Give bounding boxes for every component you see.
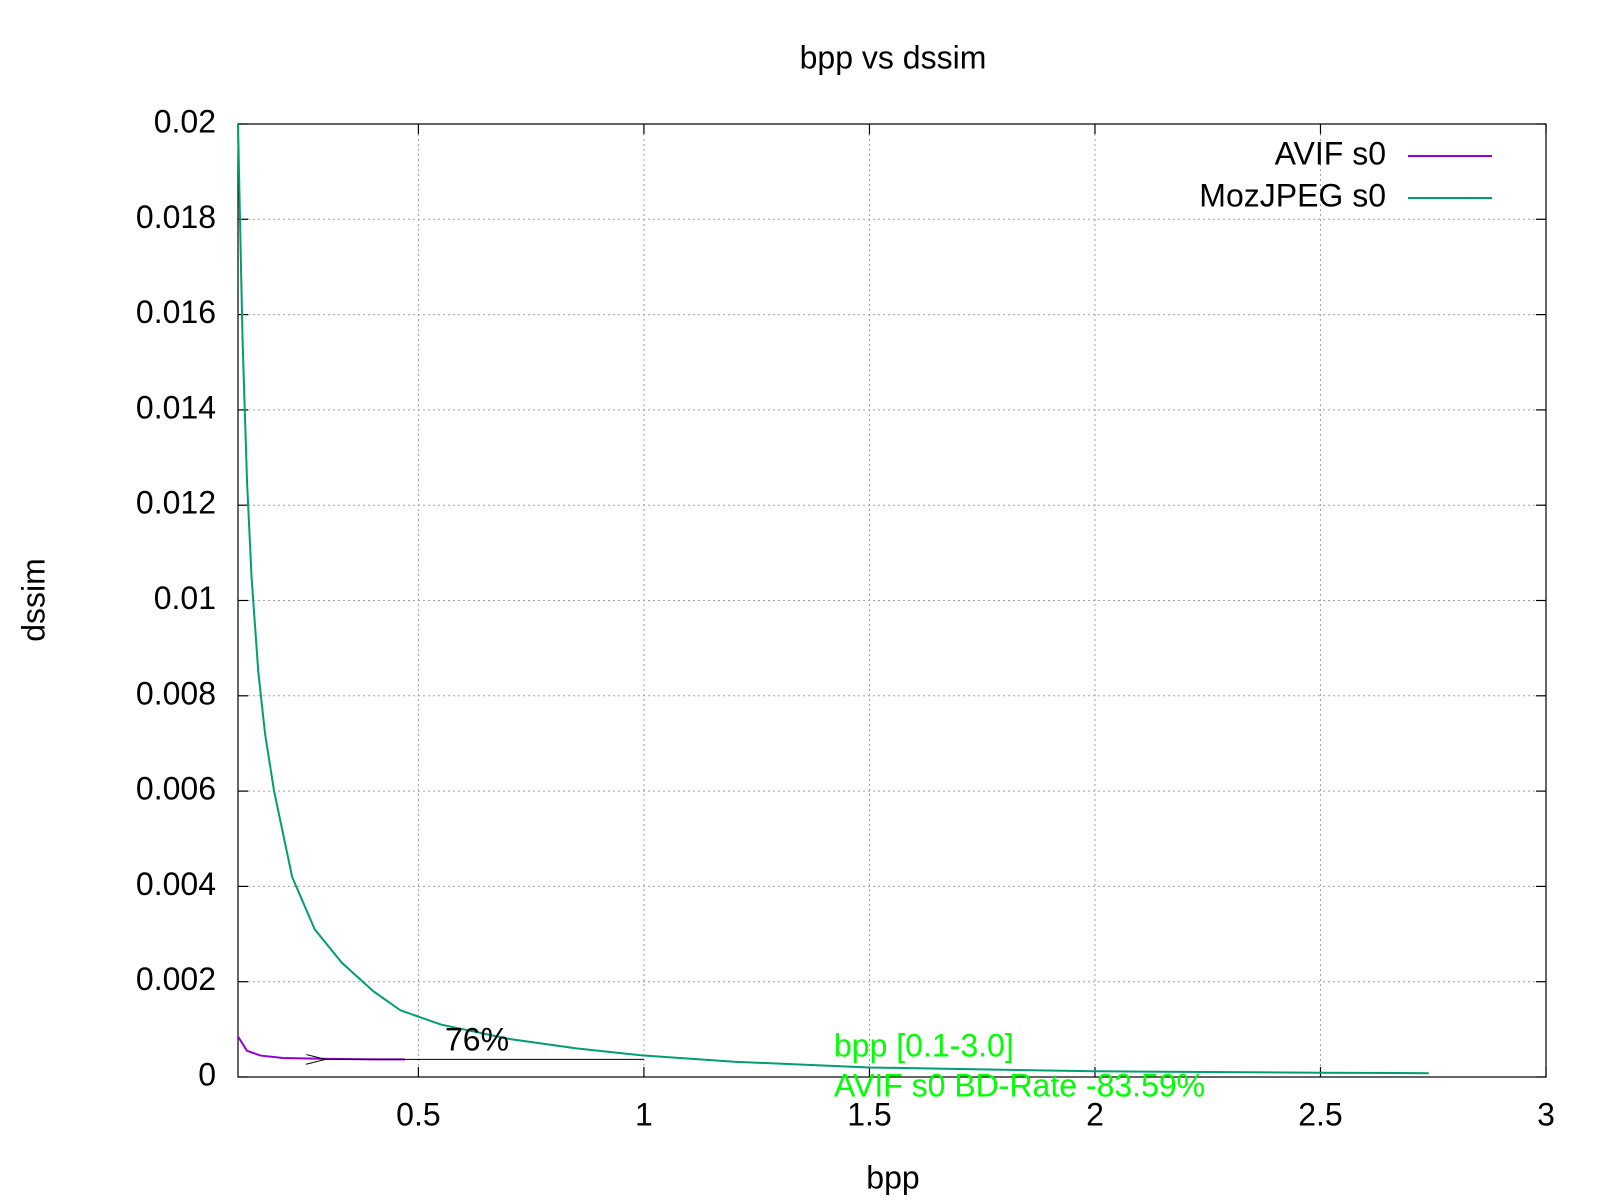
y-axis-label: dssim [15, 558, 51, 642]
y-tick-label: 0.008 [136, 675, 216, 711]
legend-label: MozJPEG s0 [1199, 177, 1386, 213]
x-tick-label: 1 [635, 1096, 653, 1132]
y-tick-label: 0.02 [154, 103, 216, 139]
x-tick-label: 0.5 [396, 1096, 440, 1132]
annotation: AVIF s0 BD-Rate -83.59% [834, 1067, 1205, 1103]
chart-title: bpp vs dssim [800, 39, 987, 75]
x-tick-label: 2 [1086, 1096, 1104, 1132]
series-line [237, 1035, 405, 1061]
x-tick-label: 3 [1537, 1096, 1555, 1132]
y-tick-label: 0.018 [136, 199, 216, 235]
series-line [237, 123, 1429, 1075]
annotation: 76% [445, 1021, 509, 1057]
y-tick-label: 0.012 [136, 485, 216, 521]
x-axis-label: bpp [866, 1159, 919, 1195]
y-tick-label: 0.002 [136, 961, 216, 997]
x-tick-label: 2.5 [1298, 1096, 1342, 1132]
y-tick-label: 0.016 [136, 294, 216, 330]
annotation: bpp [0.1-3.0] [834, 1027, 1014, 1063]
y-tick-label: 0.006 [136, 771, 216, 807]
x-tick-label: 1.5 [847, 1096, 891, 1132]
y-tick-label: 0 [198, 1056, 216, 1092]
y-tick-label: 0.01 [154, 580, 216, 616]
plot-frame [237, 123, 1547, 1078]
y-tick-label: 0.004 [136, 866, 216, 902]
legend-label: AVIF s0 [1275, 135, 1386, 171]
y-tick-label: 0.014 [136, 389, 216, 425]
